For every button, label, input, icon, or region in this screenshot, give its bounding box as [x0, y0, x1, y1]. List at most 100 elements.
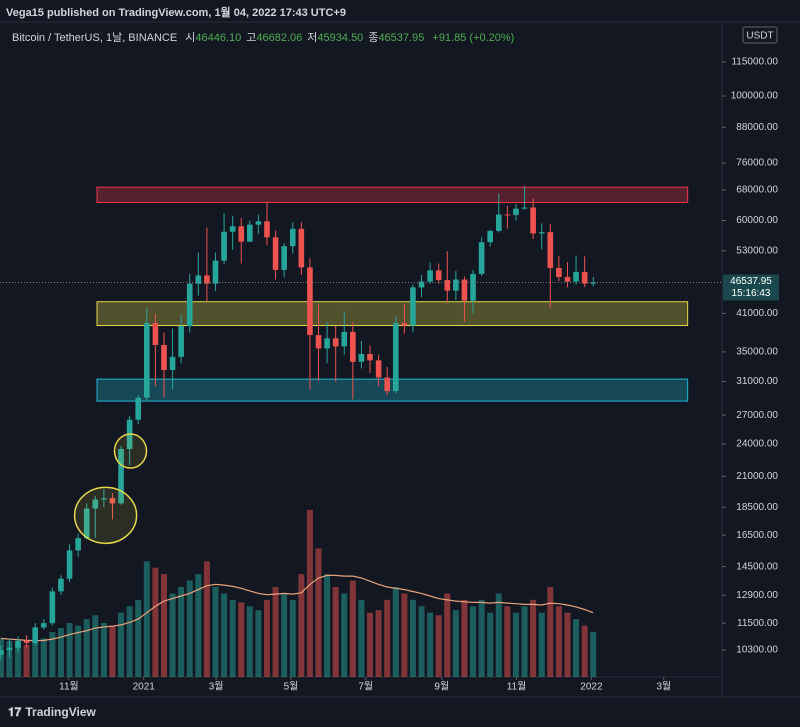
candle-body	[272, 237, 279, 270]
volume-bar	[564, 612, 571, 677]
volume-bar	[470, 606, 477, 677]
candle-body	[453, 279, 459, 291]
currency: USDT	[746, 31, 773, 42]
candle-body	[118, 448, 124, 504]
candle-body	[144, 323, 150, 398]
x-tick-label: 7월	[358, 681, 373, 693]
volume-bar	[452, 610, 459, 677]
candle-body	[350, 331, 356, 362]
volume-bar	[315, 548, 322, 677]
ohlc: 시46446.10 고46682.06 저45934.50 종46537.95	[180, 32, 424, 44]
volume-bar	[246, 606, 253, 677]
candle-body	[255, 221, 262, 225]
candle-body	[435, 270, 442, 281]
y-tick-label: 115000.00	[731, 57, 778, 68]
volume-bar	[135, 599, 142, 677]
candle-body	[538, 232, 545, 234]
footer[interactable]: 𝟏𝟕 TradingView	[8, 705, 96, 720]
volume-bar	[126, 606, 133, 677]
candle-body	[375, 360, 382, 378]
ohlc-prefix: 고	[246, 32, 257, 44]
y-tick-label: 11500.00	[737, 618, 778, 629]
candle-body	[264, 221, 270, 238]
volume-bar	[75, 625, 82, 677]
x-tick-label: 3월	[656, 681, 671, 693]
candle-body	[513, 208, 519, 215]
volume-bar	[203, 561, 210, 677]
candle-body	[341, 331, 348, 347]
volume-bar	[143, 561, 150, 677]
volume-bar	[6, 641, 13, 677]
volume-bar	[100, 623, 107, 677]
candle-body	[470, 273, 476, 301]
y-tick-label: 41000.00	[736, 308, 778, 319]
volume-bar	[478, 599, 485, 677]
candle-body	[581, 271, 588, 284]
volume-bar	[289, 599, 296, 677]
candle-body	[75, 538, 81, 551]
y-tick-label: 60000.00	[736, 215, 778, 226]
candle-body	[547, 232, 554, 268]
currency-box[interactable]	[742, 26, 778, 44]
volume-bar	[0, 638, 4, 677]
price-zone	[96, 186, 689, 204]
volume-bar	[49, 632, 56, 677]
volume-bar	[590, 632, 597, 677]
candle-body	[83, 508, 90, 539]
candle-body	[461, 279, 468, 301]
x-tick-label: 11월	[59, 681, 79, 693]
volume-bar	[66, 623, 73, 677]
y-tick-label: 12900.00	[736, 590, 778, 601]
candle-body	[101, 498, 107, 500]
volume-bar	[238, 602, 245, 677]
candle-body	[504, 214, 511, 216]
x-tick-label: 11월	[507, 681, 527, 693]
volume-ma-line	[0, 574, 594, 642]
candle-body	[229, 226, 236, 232]
candle-body	[0, 650, 4, 655]
candle-body	[15, 640, 21, 648]
ohlc-prefix: 시	[185, 32, 196, 44]
y-tick-label: 88000.00	[736, 122, 778, 133]
price-zone	[96, 301, 689, 327]
y-tick-label: 18500.00	[736, 502, 778, 513]
price-zone	[96, 378, 689, 402]
volume-bar	[401, 593, 408, 677]
y-tick-label: 68000.00	[736, 185, 778, 196]
candle-body	[427, 270, 433, 282]
candle-body	[6, 647, 13, 651]
y-tick-label: 35000.00	[736, 347, 778, 358]
candle-body	[238, 226, 245, 242]
candle-body	[247, 224, 253, 242]
symbol[interactable]: Bitcoin / TetherUS, 1날, BINANCE	[12, 32, 178, 44]
price-tag	[723, 274, 779, 301]
y-tick-label: 16500.00	[736, 530, 778, 541]
candle-body	[444, 280, 451, 291]
candle-body	[23, 640, 30, 644]
volume-bar	[15, 643, 22, 677]
volume-bar	[57, 628, 64, 677]
candle-body	[521, 207, 528, 209]
candle-body	[178, 326, 184, 357]
ohlc-prefix: 저	[307, 32, 318, 44]
x-tick-label: 9월	[434, 681, 449, 693]
axes: 115000.00 100000.00 88000.00 76000.00 68000.…	[59, 57, 779, 693]
published-line: Vega15 published on TradingView.com, 1월 …	[6, 7, 346, 19]
candle-body	[135, 397, 142, 420]
volume-bar	[281, 593, 288, 677]
volume-bar	[487, 612, 494, 677]
volume-bar	[324, 574, 331, 677]
candle-body	[298, 228, 305, 268]
volume-bar	[573, 619, 580, 677]
ohlc-value: 46446.10	[195, 32, 242, 44]
highlight-circle	[73, 486, 138, 545]
candle-body	[358, 353, 365, 362]
volume-bar	[178, 587, 185, 677]
volume-bar	[160, 574, 167, 677]
candle-body	[58, 578, 64, 592]
candles	[0, 186, 722, 660]
candle-body	[40, 623, 47, 628]
candle-body	[307, 267, 313, 336]
candle-body	[392, 323, 399, 392]
